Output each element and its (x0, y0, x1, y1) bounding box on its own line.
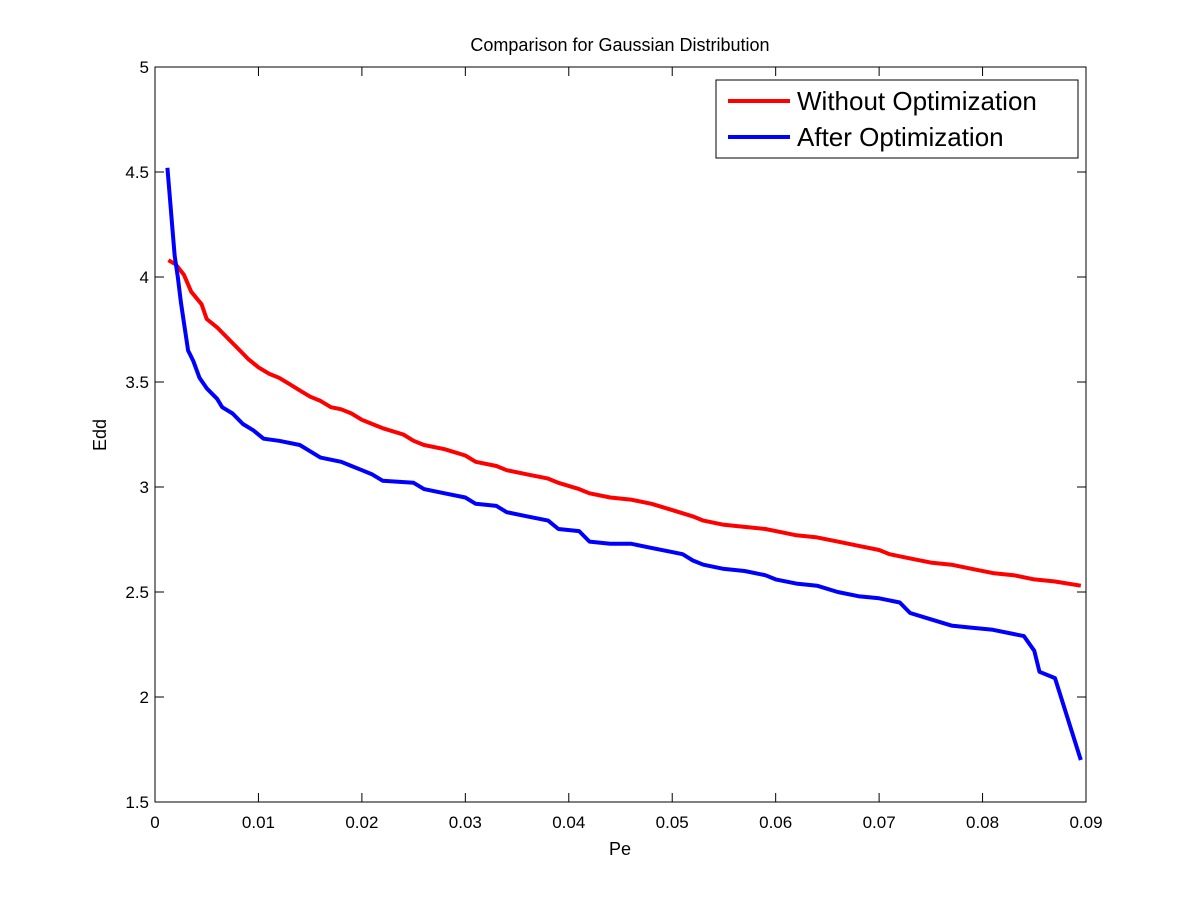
x-axis-label: Pe (609, 839, 631, 859)
y-tick-label: 3 (140, 478, 149, 497)
y-tick-label: 2.5 (125, 583, 149, 602)
x-tick-label: 0.04 (552, 813, 585, 832)
x-tick-label: 0 (150, 813, 159, 832)
y-tick-label: 4.5 (125, 163, 149, 182)
x-tick-label: 0.06 (759, 813, 792, 832)
x-tick-label: 0.05 (656, 813, 689, 832)
x-tick-label: 0.09 (1069, 813, 1102, 832)
x-tick-label: 0.03 (449, 813, 482, 832)
x-tick-label: 0.08 (966, 813, 999, 832)
series-line-1 (167, 258, 1082, 588)
y-tick-label: 3.5 (125, 373, 149, 392)
legend-label-2: After Optimization (797, 122, 1004, 152)
legend: Without Optimization After Optimization (715, 79, 1079, 159)
series-line-2 (165, 167, 1083, 761)
legend-box (715, 79, 1079, 159)
y-tick-label: 4 (140, 268, 149, 287)
y-tick-label: 2 (140, 688, 149, 707)
chart-title: Comparison for Gaussian Distribution (470, 35, 769, 55)
x-tick-label: 0.02 (345, 813, 378, 832)
y-axis-label: Edd (90, 419, 110, 451)
y-tick-label: 1.5 (125, 793, 149, 812)
axes-box (154, 66, 1087, 803)
x-tick-label: 0.01 (242, 813, 275, 832)
x-tick-label: 0.07 (863, 813, 896, 832)
x-axis: 0 0.01 0.02 0.03 0.04 0.05 0.06 0.07 0.08 0.09 (150, 67, 1103, 832)
legend-label-1: Without Optimization (797, 86, 1037, 116)
series-layer (165, 167, 1083, 761)
y-tick-label: 5 (140, 58, 149, 77)
